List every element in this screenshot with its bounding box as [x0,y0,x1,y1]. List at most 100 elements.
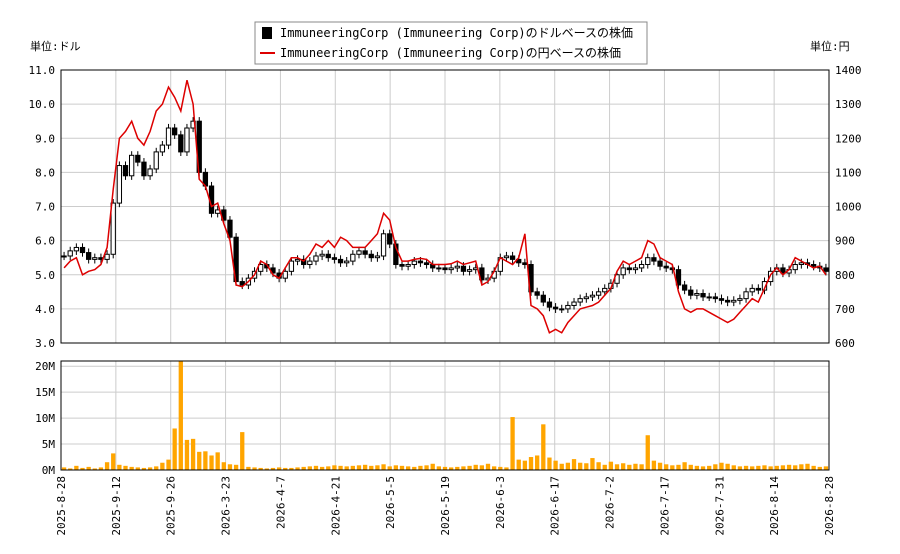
volume-bar [823,466,829,470]
candle-body [387,233,393,245]
candle-body [67,250,73,257]
candle-body [294,258,301,262]
volume-bar [510,417,515,470]
volume-bar [104,462,110,470]
candle-body [823,267,829,272]
candle-body [780,267,786,274]
volume-bar [553,460,558,470]
volume-bar [172,428,177,470]
candle-body [350,253,356,262]
candle-body [534,291,540,296]
legend: ImmuneeringCorp (Immuneering Corp)のドルベース… [254,21,648,65]
volume-bar [694,465,700,470]
candle-body [129,154,135,177]
x-tick-label: 2026-6-3 [494,476,507,529]
yen-price-line [63,80,827,334]
right-tick-label: 1300 [835,98,862,111]
candle-body [393,243,399,266]
volume-bar [430,463,435,470]
candle-body [337,258,344,264]
volume-bar [707,465,712,470]
candle-body [694,293,700,296]
volume-bar [817,466,822,470]
volume-bar [295,467,300,470]
candle-body [405,264,411,267]
candle-body [301,258,307,266]
legend-usd-swatch [262,27,272,39]
candle-body [724,299,731,303]
right-tick-label: 1200 [835,132,862,145]
candle-body [325,253,331,259]
volume-bar [197,451,202,470]
candle-body [552,306,559,310]
volume-bar [461,466,466,470]
left-tick-label: 9.0 [35,132,55,145]
volume-bar [190,438,196,470]
x-axis-ticks: 2025-8-28 2025-9-12 2025-9-26 2026-3-23 2026… [55,476,836,536]
volume-bar [258,467,263,470]
volume-bar [387,466,392,470]
right-tick-label: 1100 [835,166,862,179]
volume-bar [178,361,183,470]
volume-bar [590,458,595,470]
volume-bar [227,464,233,470]
volume-bar [547,457,552,470]
volume-bar [578,462,583,470]
candle-body [344,260,350,264]
volume-bar [301,466,306,470]
x-tick-label: 2026-6-17 [549,476,562,536]
volume-bar [276,467,282,470]
legend-box [254,21,648,65]
volume-bar [614,464,620,470]
volume-bar [160,462,165,470]
candle-body [153,151,159,170]
volume-bar [147,467,153,470]
right-unit-label: 単位:円 [810,39,850,53]
x-tick-label: 2026-8-14 [768,476,781,536]
candle-body [460,265,467,272]
volume-bar [780,465,786,470]
candle-body [577,298,583,303]
x-tick-label: 2026-3-23 [220,476,233,536]
volume-bar [743,465,749,470]
candle-body [135,154,141,163]
candle-body [61,255,67,258]
x-tick-label: 2026-5-5 [384,476,397,529]
right-tick-label: 600 [835,337,855,350]
volume-bar [270,467,276,470]
candle-body [423,262,430,266]
volume-bar [424,465,429,470]
candle-body [368,253,374,259]
volume-bar [498,466,503,470]
volume-bar [492,466,497,470]
right-tick-label: 1400 [835,64,862,77]
volume-tick-label: 10M [35,412,55,425]
x-tick-label: 2025-9-26 [165,476,178,536]
volume-bar [602,464,607,470]
candle-body [288,260,295,272]
candle-body [810,264,817,267]
volume-bar [479,465,485,470]
volume-bar [700,466,706,470]
volume-bar [731,465,736,470]
volume-bar [240,432,245,470]
volume-tick-label: 15M [35,386,55,399]
candle-body [92,257,98,260]
candle-body [632,267,639,271]
candle-body [122,165,129,177]
volume-plot-frame [60,360,830,471]
candle-body [165,127,172,146]
candle-body [73,246,80,252]
candle-body [651,257,657,262]
volume-bar [811,465,816,470]
x-tick-label: 2026-7-31 [713,476,726,536]
candle-body [172,127,178,136]
volume-bar [467,465,472,470]
candle-body [448,267,454,271]
candle-body [442,267,448,271]
left-tick-label: 6.0 [35,235,55,248]
volume-bar [135,467,140,470]
volume-bar [381,464,386,470]
volume-bar [264,468,269,470]
price-grid [60,69,830,344]
